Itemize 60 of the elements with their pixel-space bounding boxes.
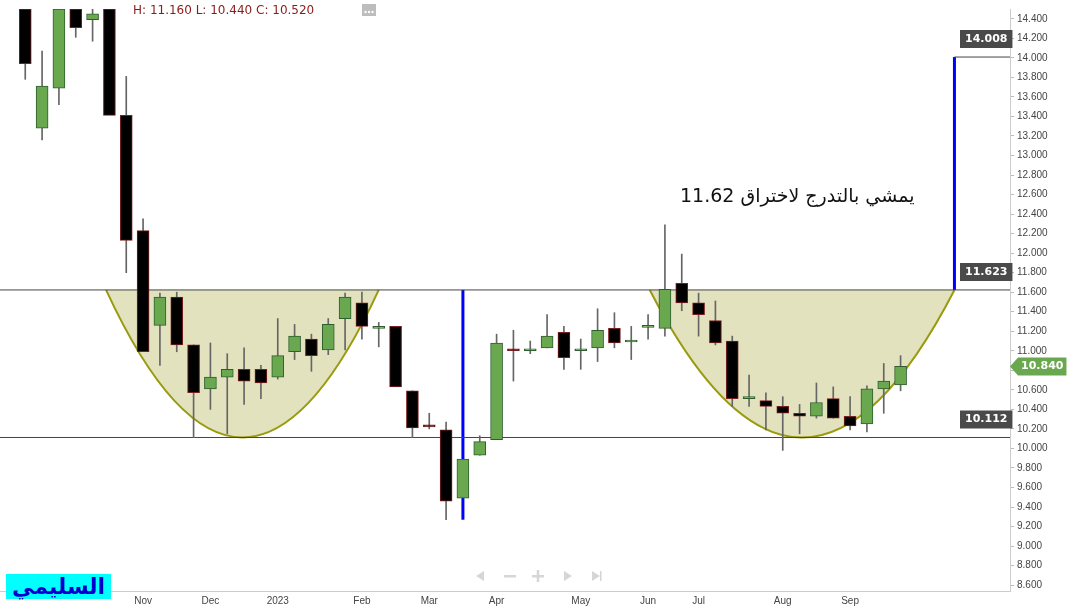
y-tick-label: 10.400 (1017, 403, 1049, 415)
x-tick-label: Nov (134, 594, 152, 606)
x-tick-label: Mar (420, 594, 439, 606)
ref-line-label: 10.112 (965, 412, 1008, 426)
y-tick-label: 13.000 (1017, 149, 1049, 161)
y-tick-label: 12.000 (1017, 246, 1049, 258)
candlestick (759, 392, 773, 431)
annotation: السليمي (6, 574, 112, 599)
y-tick-label: 14.400 (1017, 12, 1049, 24)
x-tick-label: Sep (841, 594, 860, 606)
x-tick-label: Feb (353, 594, 371, 606)
candlestick (574, 338, 588, 370)
y-tick-label: 11.200 (1017, 325, 1048, 336)
y-tick-label: 13.400 (1017, 110, 1049, 122)
candlestick (220, 353, 234, 435)
y-tick-label: 11.600 (1017, 285, 1048, 297)
y-tick-label: 9.400 (1017, 500, 1043, 512)
x-tick-label: Jun (640, 594, 657, 606)
annotation: يمشي بالتدرج لاختراق 11.62 (680, 184, 915, 206)
annotation: H: 11.160 L: 10.440 C: 10.520 (130, 3, 318, 17)
y-tick-label: 9.600 (1017, 481, 1043, 493)
y-tick-label: 13.600 (1017, 90, 1049, 102)
y-tick-label: 9.000 (1017, 539, 1043, 551)
x-tick-label: Dec (201, 594, 220, 606)
y-tick-label: 11.800 (1017, 266, 1048, 278)
candlestick (877, 363, 891, 414)
y-tick-label: 8.800 (1017, 559, 1043, 571)
y-tick-label: 12.400 (1017, 207, 1049, 219)
ref-line-label: 11.623 (965, 264, 1008, 278)
candlestick (523, 340, 537, 355)
candlestick (456, 458, 470, 499)
ref-line-label: 14.008 (965, 31, 1008, 45)
x-tick-label: Jul (692, 594, 705, 606)
candlestick (742, 374, 756, 407)
x-tick-label: May (571, 594, 591, 606)
candlestick (776, 396, 790, 451)
y-tick-label: 12.800 (1017, 168, 1049, 180)
candlestick (237, 347, 251, 405)
candlestick (389, 326, 402, 388)
y-tick-label: 9.800 (1017, 461, 1043, 473)
y-tick-label: 10.200 (1017, 422, 1049, 434)
y-tick-label: 14.200 (1017, 32, 1049, 44)
y-tick-label: 10.600 (1017, 383, 1049, 395)
y-tick-label: 10.000 (1017, 442, 1049, 454)
x-tick-label: Aug (773, 594, 792, 606)
x-tick-label: Apr (488, 594, 506, 606)
y-tick-label: 8.600 (1017, 578, 1043, 590)
y-tick-label: 11.000 (1017, 344, 1048, 356)
text: 10.840 (1021, 359, 1064, 373)
candlestick (103, 9, 116, 116)
y-tick-label: 12.600 (1017, 188, 1049, 200)
candlestick (372, 322, 386, 348)
y-tick-label: 13.800 (1017, 71, 1049, 83)
y-tick-label: 14.000 (1017, 51, 1049, 63)
candlestick (641, 314, 655, 340)
x-tick-label: 2023 (266, 594, 290, 606)
y-tick-label: 11.400 (1017, 305, 1048, 317)
y-tick-label: 9.200 (1017, 520, 1043, 532)
y-tick-label: 12.200 (1017, 227, 1049, 239)
y-tick-label: 13.200 (1017, 129, 1049, 141)
